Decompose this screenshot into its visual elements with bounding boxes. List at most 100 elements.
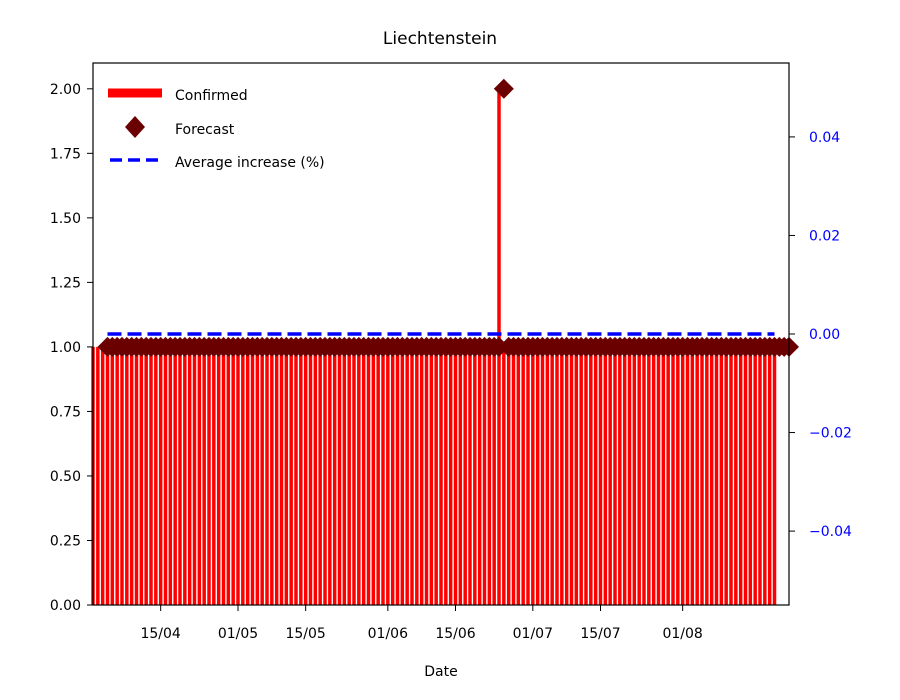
confirmed-bar bbox=[767, 346, 772, 605]
y2-tick-label: 0.02 bbox=[809, 228, 840, 244]
confirmed-bar bbox=[676, 346, 680, 605]
confirmed-bar bbox=[545, 346, 550, 605]
confirmed-bar bbox=[511, 346, 516, 605]
confirmed-bar bbox=[323, 346, 327, 605]
confirmed-bar bbox=[274, 346, 279, 605]
forecast-markers bbox=[97, 78, 799, 357]
confirmed-bar bbox=[270, 346, 274, 605]
confirmed-bar bbox=[125, 346, 129, 605]
confirmed-bar bbox=[419, 346, 424, 605]
confirmed-bar bbox=[589, 346, 593, 605]
y-tick-label: 0.00 bbox=[50, 598, 81, 614]
confirmed-bar bbox=[216, 346, 221, 605]
confirmed-bar bbox=[294, 346, 298, 605]
y-tick-label: 0.25 bbox=[50, 533, 81, 549]
confirmed-bar bbox=[680, 346, 685, 605]
confirmed-bar bbox=[308, 346, 313, 605]
confirmed-bar bbox=[521, 346, 525, 605]
confirmed-bar bbox=[637, 346, 641, 605]
confirmed-bar bbox=[424, 346, 429, 605]
confirmed-bars bbox=[91, 88, 777, 605]
confirmed-bar bbox=[724, 346, 728, 605]
legend-forecast-swatch bbox=[125, 116, 145, 138]
confirmed-bar bbox=[705, 346, 709, 605]
confirmed-bar bbox=[183, 346, 187, 605]
confirmed-bar bbox=[328, 346, 332, 605]
confirmed-bar bbox=[149, 346, 153, 605]
confirmed-bar bbox=[386, 346, 390, 605]
confirmed-bar bbox=[154, 346, 158, 605]
confirmed-bar bbox=[115, 346, 119, 605]
legend-forecast-label: Forecast bbox=[175, 122, 235, 138]
y2-tick-label: −0.04 bbox=[809, 524, 852, 540]
confirmed-bar bbox=[332, 346, 337, 605]
confirmed-bar bbox=[260, 346, 264, 605]
confirmed-bar bbox=[187, 346, 192, 605]
confirmed-bar bbox=[371, 346, 376, 605]
confirmed-bar bbox=[352, 346, 356, 605]
confirmed-bar bbox=[410, 346, 414, 605]
confirmed-bar bbox=[163, 346, 168, 605]
confirmed-bar bbox=[429, 346, 434, 605]
x-tick-label: 01/06 bbox=[368, 626, 408, 642]
confirmed-bar bbox=[173, 346, 177, 605]
confirmed-bar bbox=[738, 346, 743, 605]
confirmed-bar bbox=[96, 346, 100, 605]
confirmed-bar bbox=[453, 346, 458, 605]
y-tick-label: 0.50 bbox=[50, 469, 81, 485]
confirmed-bar bbox=[690, 346, 695, 605]
confirmed-bar bbox=[506, 346, 511, 605]
confirmed-bar bbox=[299, 346, 303, 605]
confirmed-bar bbox=[753, 346, 757, 605]
x-tick-label: 15/04 bbox=[140, 626, 180, 642]
confirmed-bar bbox=[120, 346, 124, 605]
confirmed-bar bbox=[395, 346, 400, 605]
confirmed-bar bbox=[598, 346, 603, 605]
y-tick-label: 1.25 bbox=[50, 275, 81, 291]
confirmed-bar bbox=[110, 346, 115, 605]
confirmed-bar bbox=[647, 346, 651, 605]
confirmed-bar bbox=[245, 346, 250, 605]
confirmed-bar bbox=[487, 346, 492, 605]
confirmed-bar bbox=[197, 346, 202, 605]
confirmed-bar bbox=[560, 346, 564, 605]
y-tick-label: 0.75 bbox=[50, 404, 81, 420]
x-axis: 15/04 01/05 15/05 01/06 15/06 01/07 15/07 01/08 bbox=[140, 605, 703, 642]
confirmed-bar bbox=[729, 346, 733, 605]
confirmed-bar bbox=[405, 346, 409, 605]
x-tick-label: 15/06 bbox=[435, 626, 475, 642]
confirmed-bar bbox=[158, 346, 163, 605]
confirmed-bar bbox=[381, 346, 385, 605]
confirmed-bar bbox=[226, 346, 231, 605]
confirmed-bar bbox=[318, 346, 322, 605]
confirmed-bar bbox=[212, 346, 216, 605]
y2-tick-label: 0.00 bbox=[809, 327, 840, 343]
x-tick-label: 15/05 bbox=[285, 626, 325, 642]
confirmed-bar bbox=[603, 346, 608, 605]
confirmed-bar bbox=[313, 346, 318, 605]
confirmed-bar bbox=[241, 346, 245, 605]
confirmed-bar bbox=[284, 346, 289, 605]
confirmed-bar bbox=[502, 346, 506, 605]
confirmed-bar bbox=[303, 346, 308, 605]
confirmed-bar bbox=[642, 346, 646, 605]
x-tick-label: 01/05 bbox=[218, 626, 258, 642]
y-tick-label: 1.50 bbox=[50, 211, 81, 227]
confirmed-bar bbox=[564, 346, 569, 605]
x-tick-label: 01/07 bbox=[513, 626, 553, 642]
confirmed-bar bbox=[734, 346, 738, 605]
confirmed-bar bbox=[366, 346, 371, 605]
confirmed-bar bbox=[758, 346, 762, 605]
confirmed-bar bbox=[632, 346, 637, 605]
confirmed-bar bbox=[265, 346, 269, 605]
confirmed-bar bbox=[608, 346, 612, 605]
confirmed-bar bbox=[357, 346, 361, 605]
x-tick-label: 01/08 bbox=[662, 626, 702, 642]
confirmed-bar bbox=[250, 346, 255, 605]
confirmed-bar bbox=[236, 346, 240, 605]
confirmed-bar bbox=[516, 346, 521, 605]
confirmed-bar bbox=[444, 346, 448, 605]
confirmed-bar bbox=[105, 346, 110, 605]
confirmed-bar bbox=[178, 346, 182, 605]
confirmed-bar bbox=[535, 346, 540, 605]
